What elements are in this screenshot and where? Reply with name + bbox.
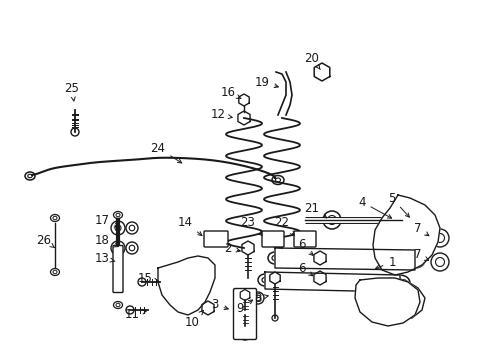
Text: 8: 8 [254, 292, 268, 305]
Polygon shape [158, 256, 215, 315]
Text: 7: 7 [413, 221, 428, 236]
Text: 11: 11 [124, 309, 146, 321]
Polygon shape [238, 111, 249, 125]
Text: 24: 24 [150, 141, 182, 163]
Text: 21: 21 [304, 202, 326, 218]
Ellipse shape [389, 275, 409, 291]
Polygon shape [264, 272, 399, 292]
Text: 25: 25 [64, 81, 79, 101]
Circle shape [391, 210, 411, 230]
Text: 6: 6 [298, 261, 312, 276]
Polygon shape [242, 241, 254, 255]
Text: 3: 3 [211, 298, 228, 311]
Text: 22: 22 [274, 216, 294, 235]
Circle shape [395, 218, 419, 242]
Text: 20: 20 [304, 51, 320, 69]
Text: 7: 7 [413, 248, 427, 261]
Text: 15: 15 [137, 271, 158, 284]
Text: 18: 18 [94, 234, 118, 247]
Polygon shape [313, 271, 325, 285]
Polygon shape [240, 289, 249, 301]
Circle shape [381, 286, 407, 312]
Text: 5: 5 [387, 192, 408, 217]
FancyBboxPatch shape [233, 288, 256, 339]
FancyBboxPatch shape [203, 231, 227, 247]
Polygon shape [367, 278, 424, 320]
Text: 13: 13 [94, 252, 115, 265]
Polygon shape [354, 278, 419, 326]
FancyBboxPatch shape [293, 231, 315, 247]
Ellipse shape [404, 252, 424, 268]
Circle shape [323, 211, 340, 229]
Polygon shape [313, 251, 325, 265]
Text: 6: 6 [298, 238, 312, 255]
Text: 19: 19 [254, 76, 278, 89]
Polygon shape [314, 63, 329, 81]
Text: 1: 1 [375, 256, 395, 269]
Text: 12: 12 [210, 108, 232, 122]
Circle shape [372, 287, 402, 317]
Text: 23: 23 [240, 216, 262, 235]
Text: 9: 9 [236, 300, 252, 315]
Polygon shape [238, 94, 249, 106]
Text: 26: 26 [37, 234, 54, 248]
Polygon shape [269, 272, 280, 284]
Ellipse shape [258, 274, 271, 286]
Polygon shape [274, 248, 414, 270]
Ellipse shape [267, 252, 282, 264]
Text: 17: 17 [94, 213, 118, 227]
Polygon shape [372, 195, 439, 275]
Text: 10: 10 [184, 311, 203, 328]
Text: 4: 4 [358, 195, 391, 218]
FancyBboxPatch shape [262, 231, 284, 247]
Polygon shape [202, 301, 214, 315]
FancyBboxPatch shape [113, 246, 123, 292]
Text: 14: 14 [177, 216, 202, 235]
Text: 16: 16 [220, 85, 241, 99]
Text: 2: 2 [224, 242, 240, 255]
